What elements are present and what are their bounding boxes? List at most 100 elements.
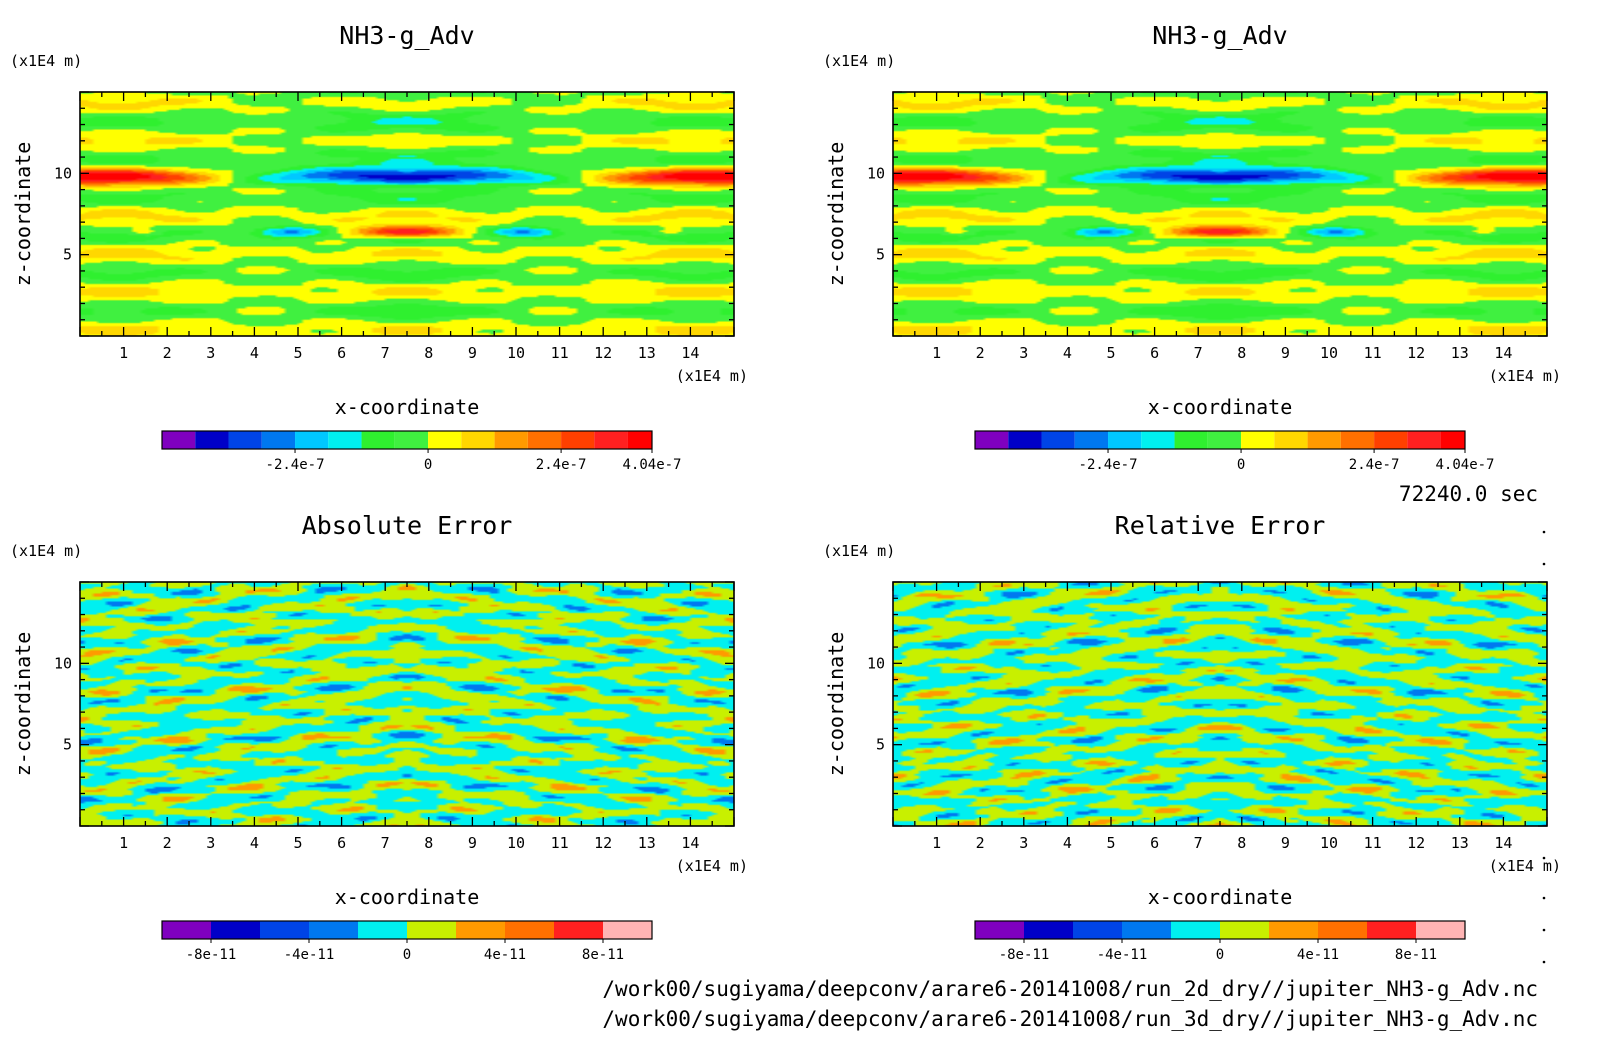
colorbar-label: 4e-11 [484, 947, 526, 963]
x-tick-label: 8 [424, 834, 433, 852]
x-tick-label: 12 [594, 344, 612, 362]
colorbar-swatch [975, 431, 1009, 449]
x-unit-label: (x1E4 m) [676, 857, 748, 875]
y-unit-label: (x1E4 m) [10, 52, 82, 70]
x-tick-label: 12 [594, 834, 612, 852]
colorbar-swatch [527, 431, 562, 449]
colorbar-swatch [394, 431, 429, 449]
colorbar-swatch [1008, 431, 1042, 449]
y-tick-label: 10 [54, 164, 72, 182]
colorbar-swatch [561, 431, 595, 449]
y-axis-label: z-coordinate [824, 142, 848, 287]
colorbar-label: 4.04e-7 [622, 457, 681, 473]
colorbar-swatch [261, 431, 296, 449]
colorbar: -2.4e-7 0 2.4e-7 4.04e-7 [974, 430, 1495, 473]
y-tick-label: 5 [63, 736, 72, 754]
x-tick-label: 2 [163, 834, 172, 852]
contour-field [80, 582, 734, 826]
x-axis-label: x-coordinate [1148, 395, 1293, 419]
colorbar-swatch [407, 921, 456, 939]
colorbar-swatch [456, 921, 505, 939]
x-tick-label: 6 [1150, 344, 1159, 362]
colorbar-swatch [328, 431, 362, 449]
y-tick-label: 5 [63, 246, 72, 264]
panel-rel-error: Relative Error(x1E4 m)1 2 3 4 5 6 7 8 9 10 11 12 13 1… [823, 511, 1561, 963]
x-unit-label: (x1E4 m) [1489, 857, 1561, 875]
colorbar-swatch [1207, 431, 1242, 449]
x-tick-label: 1 [932, 834, 941, 852]
x-tick-label: 6 [337, 344, 346, 362]
panel-title: NH3-g_Adv [1152, 21, 1287, 50]
x-tick-label: 2 [163, 344, 172, 362]
y-unit-label: (x1E4 m) [823, 52, 895, 70]
colorbar-swatch [361, 431, 395, 449]
x-tick-label: 5 [293, 344, 302, 362]
y-tick-label: 10 [54, 654, 72, 672]
colorbar-label: 2.4e-7 [536, 457, 587, 473]
x-tick-label: 4 [250, 344, 259, 362]
x-tick-label: 1 [119, 344, 128, 362]
x-tick-label: 8 [1237, 344, 1246, 362]
colorbar: -8e-11 -4e-11 0 4e-11 8e-11 [974, 920, 1466, 963]
y-axis-label: z-coordinate [824, 632, 848, 777]
contour-field [893, 92, 1547, 336]
colorbar-label: -4e-11 [284, 947, 335, 963]
colorbar-label: 0 [1237, 457, 1245, 473]
contour-field [893, 582, 1547, 826]
colorbar-swatch [162, 921, 211, 939]
colorbar-swatch [1122, 921, 1171, 939]
colorbar-frame [974, 430, 1466, 450]
x-tick-label: 3 [1019, 834, 1028, 852]
colorbar-swatch [1307, 431, 1341, 449]
x-tick-label: 12 [1407, 344, 1425, 362]
x-tick-label: 9 [468, 344, 477, 362]
file-path-1: /work00/sugiyama/deepconv/arare6-2014100… [602, 977, 1538, 1001]
panel-adv-3d: NH3-g_Adv(x1E4 m)1 2 3 4 5 6 7 8 9 10 11 12 13 14510(… [823, 21, 1561, 473]
x-tick-label: 14 [681, 344, 699, 362]
colorbar-swatch [1171, 921, 1220, 939]
colorbar-swatch [627, 431, 652, 449]
colorbar-label: -2.4e-7 [1079, 457, 1138, 473]
colorbar-swatch [1041, 431, 1075, 449]
colorbar-swatch [1024, 921, 1073, 939]
y-tick-label: 10 [867, 654, 885, 672]
x-tick-label: 14 [681, 834, 699, 852]
x-tick-label: 7 [1194, 834, 1203, 852]
x-tick-label: 13 [638, 834, 656, 852]
colorbar-swatch [228, 431, 262, 449]
colorbar-label: 4.04e-7 [1435, 457, 1494, 473]
margin-dot [1542, 896, 1546, 900]
colorbar-swatch [309, 921, 358, 939]
colorbar-label: 8e-11 [1395, 947, 1437, 963]
colorbar-label: 8e-11 [582, 947, 624, 963]
colorbar-swatch [1073, 921, 1122, 939]
x-tick-label: 5 [293, 834, 302, 852]
x-tick-label: 9 [1281, 344, 1290, 362]
x-tick-label: 14 [1494, 344, 1512, 362]
colorbar-label: -2.4e-7 [266, 457, 325, 473]
x-tick-label: 9 [1281, 834, 1290, 852]
colorbar-swatch [428, 431, 462, 449]
time-label: 72240.0 sec [1399, 482, 1538, 506]
x-tick-label: 12 [1407, 834, 1425, 852]
x-tick-label: 7 [1194, 344, 1203, 362]
colorbar-swatch [211, 921, 260, 939]
x-tick-label: 10 [507, 834, 525, 852]
margin-dot [1542, 960, 1546, 964]
colorbar-swatch [1174, 431, 1208, 449]
x-axis-label: x-coordinate [1148, 885, 1293, 909]
colorbar-swatch [1340, 431, 1375, 449]
colorbar-swatch [1269, 921, 1318, 939]
colorbar-frame [161, 430, 653, 450]
margin-dot [1542, 562, 1546, 566]
panel-title: Relative Error [1115, 511, 1326, 540]
x-tick-label: 1 [119, 834, 128, 852]
colorbar-swatch [975, 921, 1024, 939]
panel-title: NH3-g_Adv [339, 21, 474, 50]
x-tick-label: 4 [1063, 344, 1072, 362]
x-tick-label: 3 [206, 344, 215, 362]
x-tick-label: 5 [1106, 834, 1115, 852]
colorbar-swatch [162, 431, 196, 449]
x-tick-label: 13 [1451, 344, 1469, 362]
